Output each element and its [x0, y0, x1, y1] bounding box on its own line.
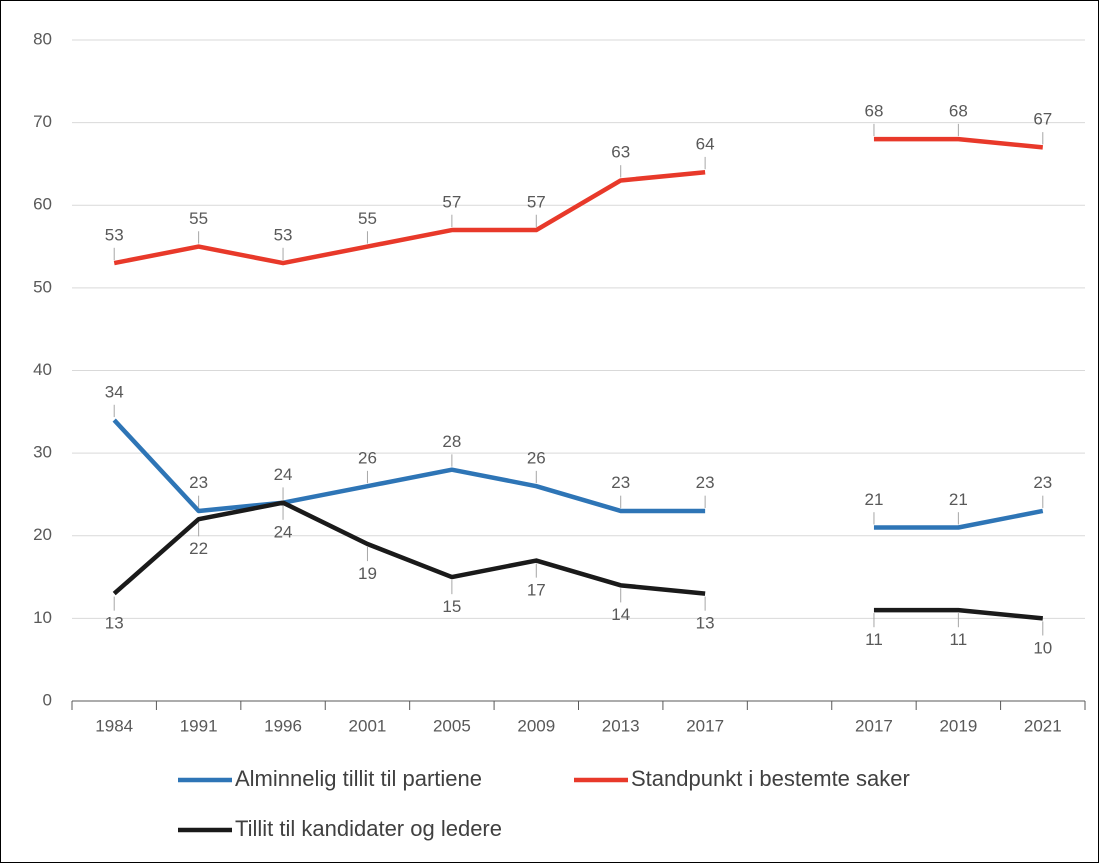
- data-label: 26: [527, 448, 546, 467]
- data-label: 11: [950, 630, 968, 649]
- y-tick-label: 70: [33, 112, 52, 131]
- data-label: 67: [1033, 110, 1052, 129]
- data-label: 63: [611, 143, 630, 162]
- series-line: [112, 418, 1044, 530]
- data-label: 55: [189, 209, 208, 228]
- series-line: [112, 500, 1044, 621]
- legend-label: Alminnelig tillit til partiene: [235, 766, 482, 791]
- data-label: 24: [274, 523, 293, 542]
- y-tick-label: 30: [33, 443, 52, 462]
- data-label: 55: [358, 209, 377, 228]
- data-label: 23: [189, 473, 208, 492]
- x-tick-label: 2021: [1024, 716, 1062, 735]
- x-tick-label: 2013: [602, 716, 640, 735]
- y-tick-label: 80: [33, 29, 52, 48]
- x-tick-label: 2017: [855, 716, 893, 735]
- data-label: 68: [864, 101, 883, 120]
- series-line: [113, 136, 1044, 266]
- data-label: 15: [442, 597, 461, 616]
- y-tick-label: 50: [33, 277, 52, 296]
- x-tick-label: 2017: [686, 716, 724, 735]
- data-label: 22: [189, 539, 208, 558]
- data-label: 53: [105, 225, 124, 244]
- data-label: 26: [358, 448, 377, 467]
- y-tick-label: 60: [33, 195, 52, 214]
- data-label: 13: [696, 613, 715, 632]
- x-tick-label: 1991: [180, 716, 218, 735]
- data-label: 24: [274, 465, 293, 484]
- data-label: 23: [1033, 473, 1052, 492]
- data-label: 17: [527, 580, 546, 599]
- data-label: 21: [864, 490, 883, 509]
- data-label: 11: [865, 630, 883, 649]
- data-label: 34: [105, 382, 124, 401]
- data-label: 68: [949, 101, 968, 120]
- data-label: 21: [949, 490, 968, 509]
- y-tick-label: 0: [43, 690, 52, 709]
- x-tick-label: 2009: [517, 716, 555, 735]
- data-label: 19: [358, 564, 377, 583]
- data-label: 57: [527, 192, 546, 211]
- data-label: 13: [105, 613, 124, 632]
- x-tick-label: 1984: [95, 716, 133, 735]
- data-label: 57: [442, 192, 461, 211]
- data-label: 14: [611, 605, 630, 624]
- data-label: 23: [611, 473, 630, 492]
- legend-label: Standpunkt i bestemte saker: [631, 766, 910, 791]
- data-label: 28: [442, 432, 461, 451]
- x-tick-label: 1996: [264, 716, 302, 735]
- x-tick-label: 2019: [939, 716, 977, 735]
- legend-label: Tillit til kandidater og ledere: [235, 816, 502, 841]
- x-tick-label: 2001: [349, 716, 387, 735]
- data-label: 23: [696, 473, 715, 492]
- y-tick-label: 40: [33, 360, 52, 379]
- data-label: 64: [696, 134, 715, 153]
- y-tick-label: 10: [33, 608, 52, 627]
- data-label: 53: [274, 225, 293, 244]
- x-tick-label: 2005: [433, 716, 471, 735]
- y-tick-label: 20: [33, 525, 52, 544]
- data-label: 10: [1033, 638, 1052, 657]
